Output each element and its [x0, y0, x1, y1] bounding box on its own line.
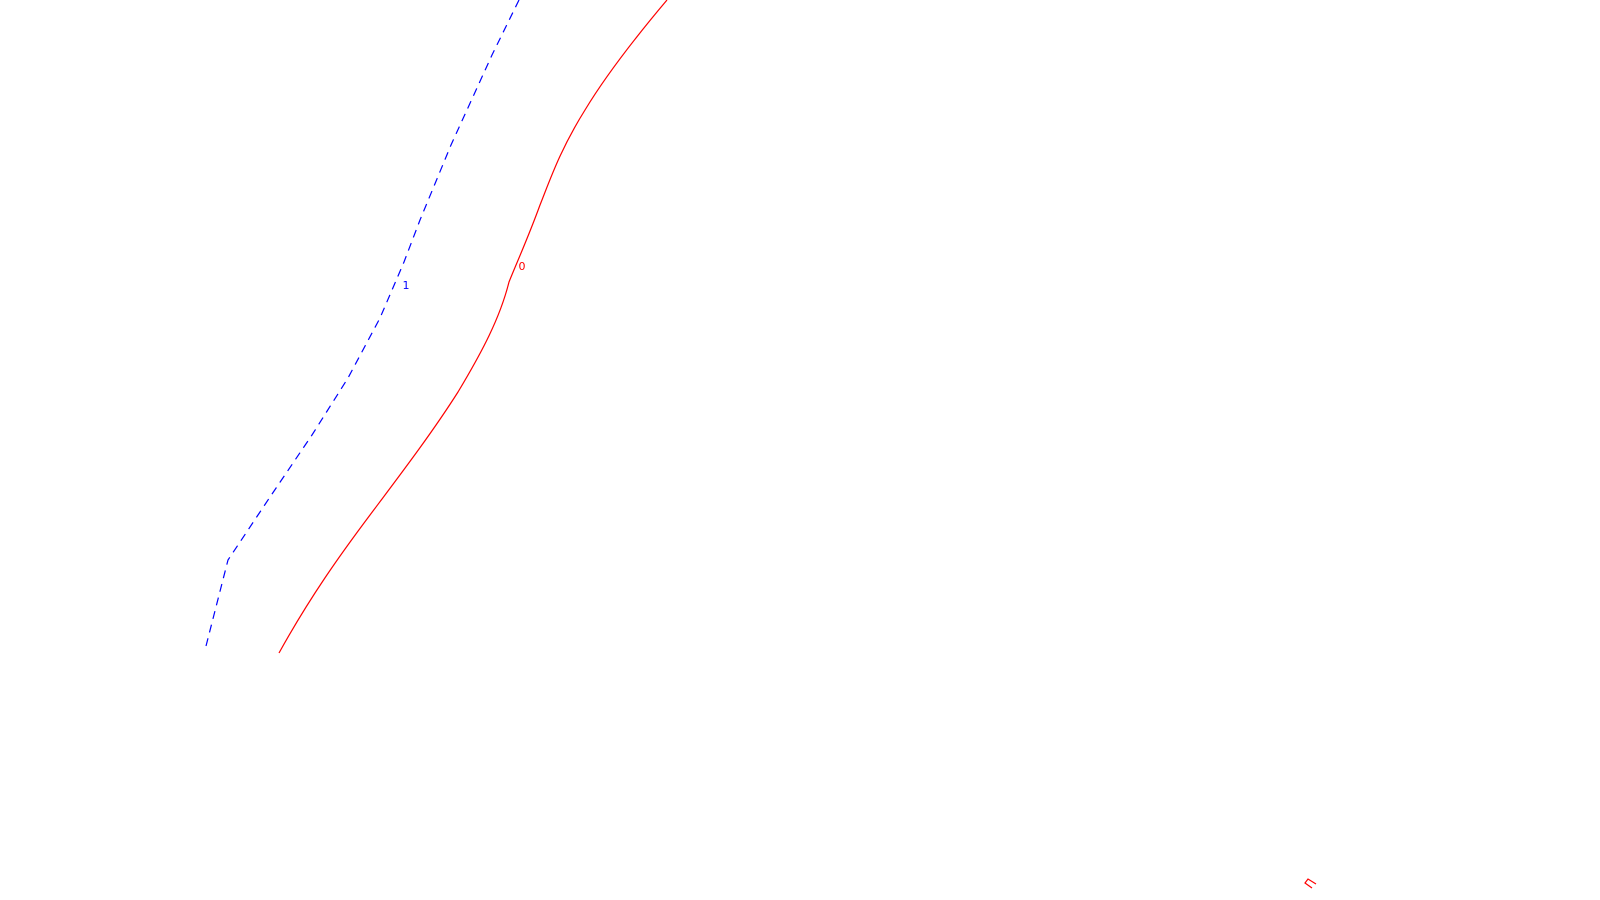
contour-label-0: 0 — [519, 260, 526, 273]
contour-line-1 — [204, 0, 520, 651]
contour-line-0 — [278, 0, 668, 654]
small-marker-icon — [1304, 878, 1317, 889]
contour-label-1: 1 — [403, 279, 410, 292]
